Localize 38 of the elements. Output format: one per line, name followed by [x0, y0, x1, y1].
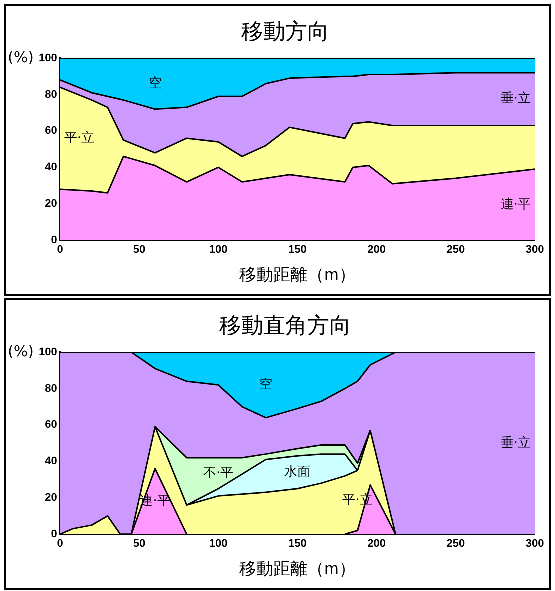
x-tick-label: 100 — [209, 538, 228, 550]
y-tick-label: 100 — [38, 346, 58, 358]
x-tick-label: 150 — [288, 244, 307, 256]
x-tick-label: 200 — [368, 538, 386, 550]
x-tick-label: 200 — [368, 244, 386, 256]
x-tick-label: 150 — [288, 538, 307, 550]
y-tick-label: 40 — [45, 456, 58, 468]
series-label: 垂·立 — [500, 90, 532, 107]
series-label: 水面 — [284, 464, 311, 480]
y-tick-label: 40 — [45, 162, 58, 174]
y-tick-label: 20 — [45, 198, 58, 210]
series-label: 連·平 — [500, 197, 532, 212]
x-tick-label: 250 — [446, 244, 466, 256]
y-tick-label: 0 — [51, 234, 58, 246]
x-tick-label: 300 — [526, 538, 544, 550]
x-axis-title: 移動距離（m） — [240, 265, 356, 284]
chart-title: 移動直角方向 — [220, 314, 352, 339]
y-tick-label: 80 — [45, 382, 58, 395]
y-axis-title: (%) — [8, 342, 34, 360]
y-tick-label: 0 — [51, 528, 58, 540]
x-tick-label: 300 — [526, 244, 544, 256]
series-label: 空 — [148, 76, 162, 92]
x-axis-title: 移動距離（m） — [240, 559, 356, 578]
x-tick-label: 50 — [133, 538, 146, 550]
series-label: 垂·立 — [500, 434, 532, 451]
series-label: 空 — [260, 378, 273, 393]
y-tick-label: 100 — [38, 52, 58, 64]
y-tick-label: 80 — [45, 88, 58, 101]
x-tick-label: 250 — [446, 538, 466, 550]
y-tick-label: 60 — [45, 419, 58, 432]
x-tick-label: 100 — [209, 244, 228, 256]
y-axis-title: (%) — [8, 48, 34, 66]
series-label: 平·立 — [64, 130, 94, 146]
y-tick-label: 60 — [45, 125, 58, 138]
y-tick-label: 20 — [45, 492, 58, 504]
x-tick-label: 50 — [133, 244, 146, 256]
chart-title: 移動方向 — [242, 20, 330, 45]
series-label: 不·平 — [204, 466, 234, 481]
